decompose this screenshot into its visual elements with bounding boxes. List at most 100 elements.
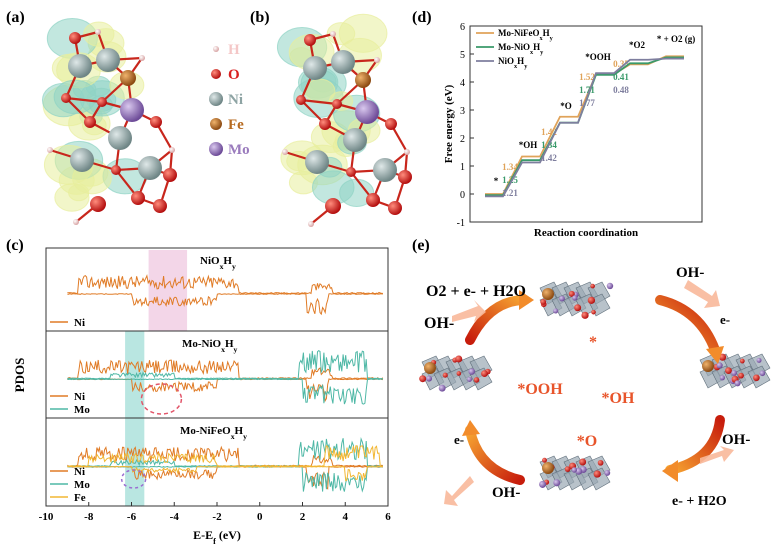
atom xyxy=(481,370,488,378)
atom xyxy=(575,467,583,475)
dashed-highlight-circle xyxy=(120,469,147,489)
slab-right xyxy=(699,353,771,389)
atom xyxy=(542,457,547,463)
molybdenum-atom xyxy=(355,100,379,124)
hydrogen-atom xyxy=(169,147,175,153)
legend-o-label: O xyxy=(228,67,240,83)
atom xyxy=(581,311,589,319)
energy-step-label: *OOH xyxy=(585,52,611,62)
atom-legend: HO Ni Fe Mo xyxy=(209,42,250,158)
atom xyxy=(606,282,614,290)
hydrogen-atom xyxy=(73,219,79,225)
energy-delta-label: 0.35 xyxy=(613,59,629,69)
y-tick-label: -1 xyxy=(457,218,465,229)
y-tick-label: 4 xyxy=(460,78,465,89)
pdos-legend-label: Ni xyxy=(74,317,85,329)
pdos-trace-up xyxy=(67,274,383,295)
structure-a xyxy=(41,17,177,225)
oxygen-atom xyxy=(398,170,412,184)
slab-top xyxy=(539,281,614,319)
pdos-legend-label: Ni xyxy=(74,466,85,478)
energy-delta-label: 1.21 xyxy=(502,188,518,198)
atom xyxy=(468,368,476,375)
x-tick-label: 2 xyxy=(300,511,306,523)
atom xyxy=(734,380,741,387)
energy-y-axis-label: Free energy (eV) xyxy=(443,84,455,163)
atom xyxy=(455,355,463,363)
panel-e-label: (e) xyxy=(412,237,430,254)
atom xyxy=(442,372,448,378)
species-label-oh-bottom: OH- xyxy=(492,485,520,501)
pdos-subplot-title: NiOxHy xyxy=(200,255,236,271)
oxygen-atom xyxy=(388,201,402,215)
species-arrow xyxy=(700,446,734,464)
pdos-y-axis-label: PDOS xyxy=(12,358,27,393)
oxygen-atom xyxy=(150,116,162,128)
oxygen-atom xyxy=(366,193,380,207)
hydrogen-atom xyxy=(330,31,336,37)
atom xyxy=(473,377,480,383)
pdos-legend-label: Fe xyxy=(74,492,86,504)
panel-c-label: (c) xyxy=(6,237,24,254)
atom xyxy=(716,362,723,369)
energy-delta-label: 1.71 xyxy=(579,85,595,95)
atom xyxy=(571,467,578,473)
oxygen-atom xyxy=(304,34,316,46)
x-tick-label: -4 xyxy=(170,511,180,523)
nickel-atom xyxy=(343,128,367,152)
species-label-oh-right: OH- xyxy=(722,432,750,448)
cycle-arrow xyxy=(655,295,720,355)
x-tick-label: -10 xyxy=(39,511,54,523)
nickel-atom xyxy=(70,148,94,172)
y-tick-label: 3 xyxy=(460,106,465,117)
pdos-subplot-title: Mo-NiOxHy xyxy=(182,338,238,354)
pdos-trace-down xyxy=(67,465,383,493)
molybdenum-atom xyxy=(120,98,144,122)
oxygen-atom xyxy=(296,95,306,105)
atom xyxy=(559,295,565,302)
species-arrow xyxy=(684,280,720,308)
y-tick-label: 6 xyxy=(460,22,465,33)
panel-b-label: (b) xyxy=(250,9,270,26)
atom xyxy=(438,384,446,392)
hydrogen-atom xyxy=(47,147,53,153)
atom xyxy=(587,296,596,304)
pdos-subplot-title: Mo-NiFeOxHy xyxy=(180,425,247,441)
x-tick-label: -6 xyxy=(127,511,137,523)
oxygen-atom xyxy=(346,167,356,177)
cycle-arrowhead xyxy=(706,346,724,364)
energy-delta-label: 1.77 xyxy=(579,98,595,108)
energy-chart-frame xyxy=(469,25,703,223)
legend-mo-label: Mo xyxy=(228,142,250,158)
hydrogen-atom xyxy=(374,57,380,63)
intermediate-label: *OOH xyxy=(517,381,563,398)
oxygen-atom xyxy=(111,165,121,175)
oxygen-atom xyxy=(90,196,106,212)
legend-h-marker xyxy=(213,46,219,52)
pdos-legend-label: Mo xyxy=(74,479,90,491)
iron-atom xyxy=(355,72,371,88)
atom xyxy=(731,370,738,376)
atom xyxy=(759,370,766,377)
nickel-atom xyxy=(138,156,162,180)
bond xyxy=(65,96,103,104)
energy-series-line xyxy=(485,57,684,198)
nickel-atom xyxy=(305,150,329,174)
atom xyxy=(719,375,725,381)
isosurface-lobe xyxy=(53,79,97,115)
species-arrow xyxy=(444,476,474,506)
atom xyxy=(553,479,561,487)
pdos-plot: NiOxHyNiMo-NiOxHyNiMoMo-NiFeOxHyNiMoFe-1… xyxy=(12,247,391,546)
dashed-highlight-circle xyxy=(140,383,183,415)
x-tick-label: -8 xyxy=(84,511,94,523)
pdos-trace-down xyxy=(67,378,383,405)
cycle-arrowhead xyxy=(662,460,678,482)
species-label-e-left: e- xyxy=(454,432,464,447)
panel-a-label: (a) xyxy=(6,9,25,26)
cycle-arrow xyxy=(465,295,530,345)
energy-x-axis-label: Reaction coordination xyxy=(534,227,638,239)
structure-b xyxy=(276,13,412,227)
cycle-arrowhead xyxy=(519,290,534,310)
panel-d-label: (d) xyxy=(412,9,432,26)
pdos-x-axis-label: E-Ef (eV) xyxy=(193,528,241,546)
